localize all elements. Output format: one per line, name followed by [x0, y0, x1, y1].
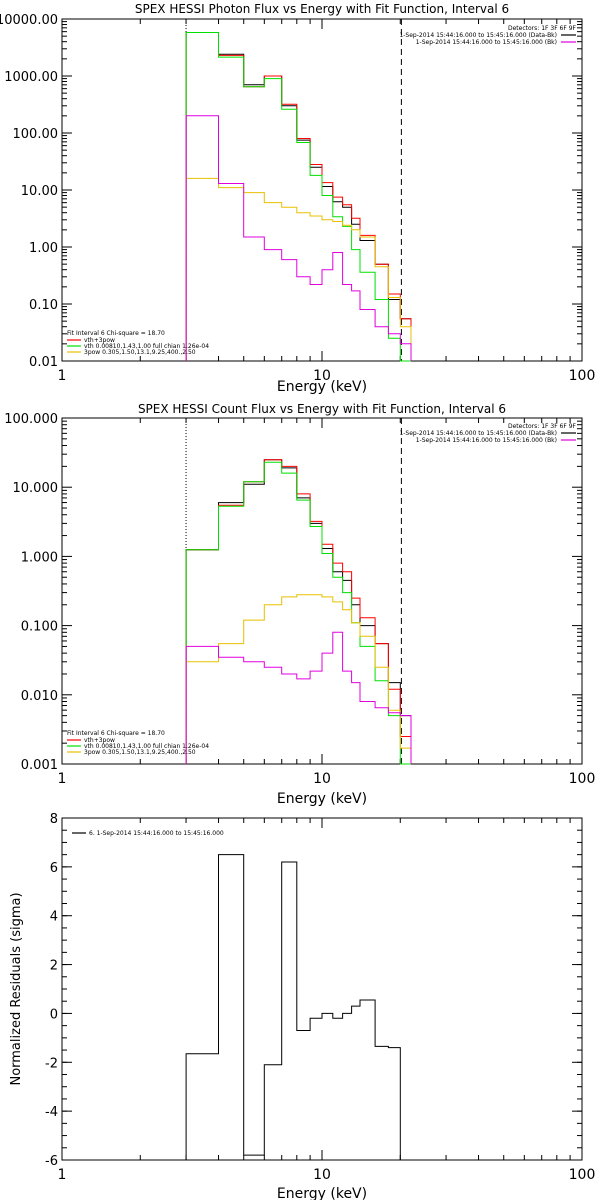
count-flux-y-tick-label: 10.000	[13, 481, 59, 496]
photon-flux-detectors-legend: Detectors: 1F 3F 6F 9F 1-Sep-2014 15:44:…	[399, 25, 576, 46]
count-flux-y-tick-label: 0.010	[21, 689, 58, 704]
photon-flux-x-tick-label: 100	[569, 368, 596, 384]
count-flux-detectors-title: Detectors: 1F 3F 6F 9F	[508, 423, 577, 430]
residuals-y-label: Normalized Residuals (sigma)	[9, 892, 24, 1085]
count-flux-y-axis: 0.001 0.010 0.100 1.000 10.000 100.000	[4, 412, 582, 773]
photon-flux-series	[185, 32, 412, 362]
count-flux-x-axis: 1 10 100	[58, 418, 596, 787]
count-flux-x-tick-label: 100	[569, 771, 596, 787]
residuals-x-tick-label: 100	[569, 1167, 596, 1183]
count-flux-y-tick-label: 0.001	[21, 758, 58, 773]
photon-flux-y-tick-label: 0.01	[29, 355, 58, 370]
photon-flux-x-label: Energy (keV)	[277, 379, 367, 395]
count-flux-fit-legend-label-2: vth 0.00810,1.43,1.00 full chian 1.26e-0…	[84, 743, 209, 750]
residuals-y-tick-label: 6	[50, 861, 58, 876]
residuals-y-axis: -6 -4 -2 0 2 4 6 8	[45, 812, 582, 1169]
photon-flux-detectors-item-1: 1-Sep-2014 15:44:16.000 to 15:45:16.000 …	[399, 32, 557, 39]
residuals-x-label: Energy (keV)	[277, 1186, 367, 1200]
count-flux-fit-legend: Fit Interval 6 Chi-square = 18.70 vth+3p…	[67, 730, 209, 756]
count-flux-fit-legend-label-1: vth+3pow	[84, 737, 115, 744]
residuals-series	[185, 854, 401, 1160]
photon-flux-fit-legend-label-3: 3pow 0.305,1.50,13.1,9.25,400.,2.50	[84, 349, 196, 356]
photon-flux-y-tick-label: 1000.00	[4, 70, 58, 85]
residuals-y-tick-label: 4	[50, 910, 58, 925]
count-flux-y-tick-label: 100.000	[4, 412, 58, 427]
count-flux-series	[185, 459, 412, 765]
residuals-x-axis: 1 10 100	[58, 818, 596, 1183]
photon-flux-y-tick-label: 10000.00	[0, 13, 58, 28]
count-flux-fit-legend-chi: Fit Interval 6 Chi-square = 18.70	[67, 730, 165, 737]
photon-flux-title: SPEX HESSI Photon Flux vs Energy with Fi…	[135, 2, 509, 16]
count-flux-series-2	[185, 461, 411, 765]
photon-flux-y-tick-label: 1.00	[29, 241, 58, 256]
photon-flux-x-tick-label: 1	[58, 368, 67, 384]
photon-flux-y-tick-label: 100.00	[13, 127, 59, 142]
count-flux-series-3	[185, 594, 412, 764]
photon-flux-y-tick-label: 10.00	[21, 184, 58, 199]
residuals-series-0	[185, 854, 401, 1160]
photon-flux-fit-legend-label-1: vth+3pow	[84, 337, 115, 344]
residuals-legend: 6. 1-Sep-2014 15:44:16.000 to 15:45:16.0…	[72, 830, 224, 837]
count-flux-detectors-item-2: 1-Sep-2014 15:44:16.000 to 15:45:16.000 …	[416, 437, 557, 444]
residuals-y-tick-label: -6	[45, 1154, 58, 1169]
photon-flux-x-axis: 1 10 100	[58, 19, 596, 384]
count-flux-detectors-legend: Detectors: 1F 3F 6F 9F 1-Sep-2014 15:44:…	[399, 423, 576, 444]
residuals-panel: -6 -4 -2 0 2 4 6 8 1 10 100 Energy (keV) Normaliz…	[9, 812, 595, 1200]
photon-flux-y-axis: 0.01 0.10 1.00 10.00 100.00 1000.00 10000.00	[0, 13, 582, 370]
residuals-y-tick-label: 2	[50, 959, 58, 974]
count-flux-panel: SPEX HESSI Count Flux vs Energy with Fit…	[4, 402, 595, 807]
photon-flux-panel: SPEX HESSI Photon Flux vs Energy with Fi…	[0, 2, 595, 395]
residuals-y-tick-label: 0	[50, 1007, 58, 1022]
count-flux-y-tick-label: 1.000	[21, 550, 58, 565]
photon-flux-series-2	[185, 32, 411, 362]
count-flux-title: SPEX HESSI Count Flux vs Energy with Fit…	[138, 402, 506, 416]
residuals-x-tick-label: 1	[58, 1167, 67, 1183]
count-flux-x-label: Energy (keV)	[277, 791, 367, 807]
count-flux-detectors-item-1: 1-Sep-2014 15:44:16.000 to 15:45:16.000 …	[399, 430, 557, 437]
photon-flux-y-tick-label: 0.10	[29, 298, 58, 313]
photon-flux-fit-legend-chi: Fit Interval 6 Chi-square = 18.70	[67, 330, 165, 337]
residuals-y-tick-label: -2	[45, 1056, 58, 1071]
count-flux-x-tick-label: 10	[313, 771, 331, 787]
count-flux-series-4	[185, 631, 412, 764]
photon-flux-fit-legend: Fit Interval 6 Chi-square = 18.70 vth+3p…	[67, 330, 209, 356]
photon-flux-series-3	[185, 177, 412, 361]
photon-flux-detectors-item-2: 1-Sep-2014 15:44:16.000 to 15:45:16.000 …	[416, 39, 557, 46]
count-flux-fit-legend-label-3: 3pow 0.305,1.50,13.1,9.25,400.,2.50	[84, 749, 196, 756]
photon-flux-series-4	[185, 115, 412, 361]
count-flux-x-tick-label: 1	[58, 771, 67, 787]
residuals-y-tick-label: -4	[45, 1105, 58, 1120]
residuals-legend-label: 6. 1-Sep-2014 15:44:16.000 to 15:45:16.0…	[89, 830, 224, 837]
photon-flux-fit-legend-label-2: vth 0.00810,1.43,1.00 full chian 1.26e-0…	[84, 343, 209, 350]
residuals-x-tick-label: 10	[313, 1167, 331, 1183]
photon-flux-x-tick-label: 10	[313, 368, 331, 384]
count-flux-y-tick-label: 0.100	[21, 620, 58, 635]
photon-flux-detectors-title: Detectors: 1F 3F 6F 9F	[508, 25, 577, 32]
residuals-y-tick-label: 8	[50, 812, 58, 827]
